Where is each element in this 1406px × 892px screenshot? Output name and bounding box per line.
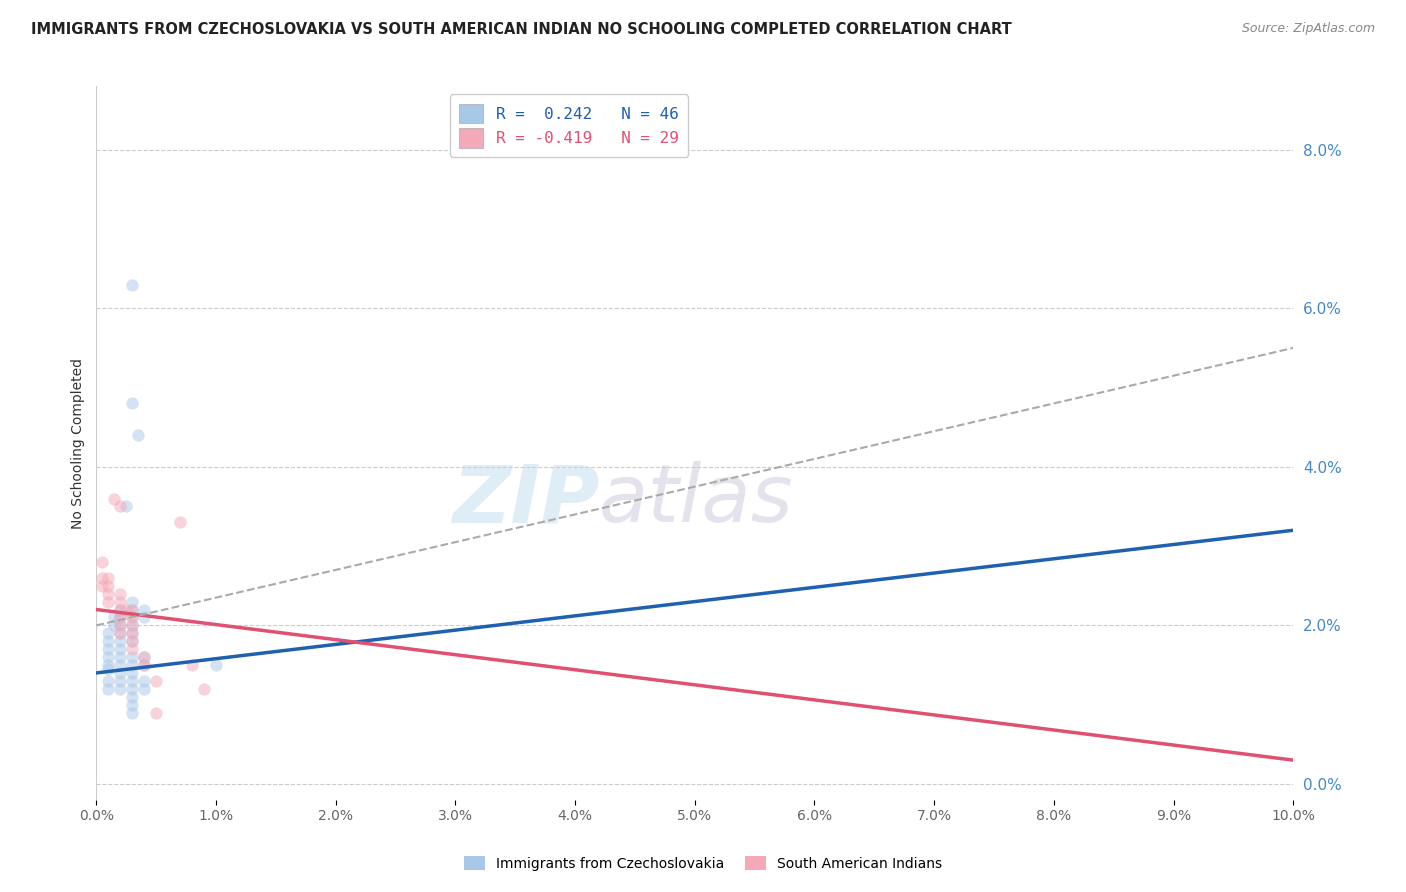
Point [121, 277, 143, 292]
Point [97, 681, 120, 696]
Text: ZIP: ZIP [451, 461, 599, 539]
Point [110, 610, 132, 624]
Point [121, 634, 143, 648]
Point [110, 658, 132, 673]
Point [121, 665, 143, 680]
Point [134, 602, 156, 616]
Point [134, 658, 156, 673]
Point [121, 618, 143, 632]
Point [110, 594, 132, 608]
Point [127, 428, 149, 442]
Point [97, 673, 120, 688]
Point [103, 618, 125, 632]
Point [134, 673, 156, 688]
Point [121, 698, 143, 712]
Point [91, 579, 114, 593]
Point [121, 650, 143, 665]
Point [121, 618, 143, 632]
Point [110, 626, 132, 640]
Point [110, 602, 132, 616]
Text: atlas: atlas [599, 461, 794, 539]
Point [121, 626, 143, 640]
Point [145, 706, 167, 720]
Point [121, 634, 143, 648]
Point [115, 602, 138, 616]
Point [110, 500, 132, 514]
Point [145, 673, 167, 688]
Point [110, 610, 132, 624]
Point [110, 602, 132, 616]
Point [110, 642, 132, 657]
Point [134, 681, 156, 696]
Point [121, 610, 143, 624]
Point [97, 587, 120, 601]
Point [97, 642, 120, 657]
Point [110, 681, 132, 696]
Point [193, 681, 215, 696]
Point [121, 642, 143, 657]
Point [121, 706, 143, 720]
Point [97, 626, 120, 640]
Point [134, 650, 156, 665]
Text: Source: ZipAtlas.com: Source: ZipAtlas.com [1241, 22, 1375, 36]
Point [91, 571, 114, 585]
Point [121, 594, 143, 608]
Point [97, 650, 120, 665]
Text: IMMIGRANTS FROM CZECHOSLOVAKIA VS SOUTH AMERICAN INDIAN NO SCHOOLING COMPLETED C: IMMIGRANTS FROM CZECHOSLOVAKIA VS SOUTH … [31, 22, 1012, 37]
Point [97, 634, 120, 648]
Point [205, 658, 228, 673]
Point [97, 662, 120, 676]
Point [121, 396, 143, 410]
Point [110, 650, 132, 665]
Point [110, 618, 132, 632]
Point [121, 626, 143, 640]
Point [103, 491, 125, 506]
Point [121, 690, 143, 704]
Y-axis label: No Schooling Completed: No Schooling Completed [72, 358, 86, 529]
Point [121, 681, 143, 696]
Point [110, 587, 132, 601]
Point [97, 658, 120, 673]
Point [121, 602, 143, 616]
Point [110, 618, 132, 632]
Point [91, 555, 114, 569]
Legend: Immigrants from Czechoslovakia, South American Indians: Immigrants from Czechoslovakia, South Am… [458, 850, 948, 876]
Point [134, 650, 156, 665]
Point [121, 658, 143, 673]
Point [110, 626, 132, 640]
Point [134, 610, 156, 624]
Point [169, 516, 191, 530]
Point [110, 665, 132, 680]
Point [97, 594, 120, 608]
Point [134, 658, 156, 673]
Point [110, 673, 132, 688]
Point [97, 579, 120, 593]
Legend: R =  0.242   N = 46, R = -0.419   N = 29: R = 0.242 N = 46, R = -0.419 N = 29 [450, 95, 689, 157]
Point [97, 571, 120, 585]
Point [121, 673, 143, 688]
Point [103, 610, 125, 624]
Point [110, 634, 132, 648]
Point [121, 610, 143, 624]
Point [115, 500, 138, 514]
Point [121, 602, 143, 616]
Point [181, 658, 204, 673]
